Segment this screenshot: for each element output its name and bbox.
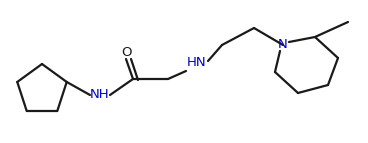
Text: O: O: [121, 45, 131, 58]
Text: NH: NH: [90, 89, 110, 102]
Text: N: N: [278, 38, 288, 51]
Text: HN: HN: [187, 55, 207, 68]
